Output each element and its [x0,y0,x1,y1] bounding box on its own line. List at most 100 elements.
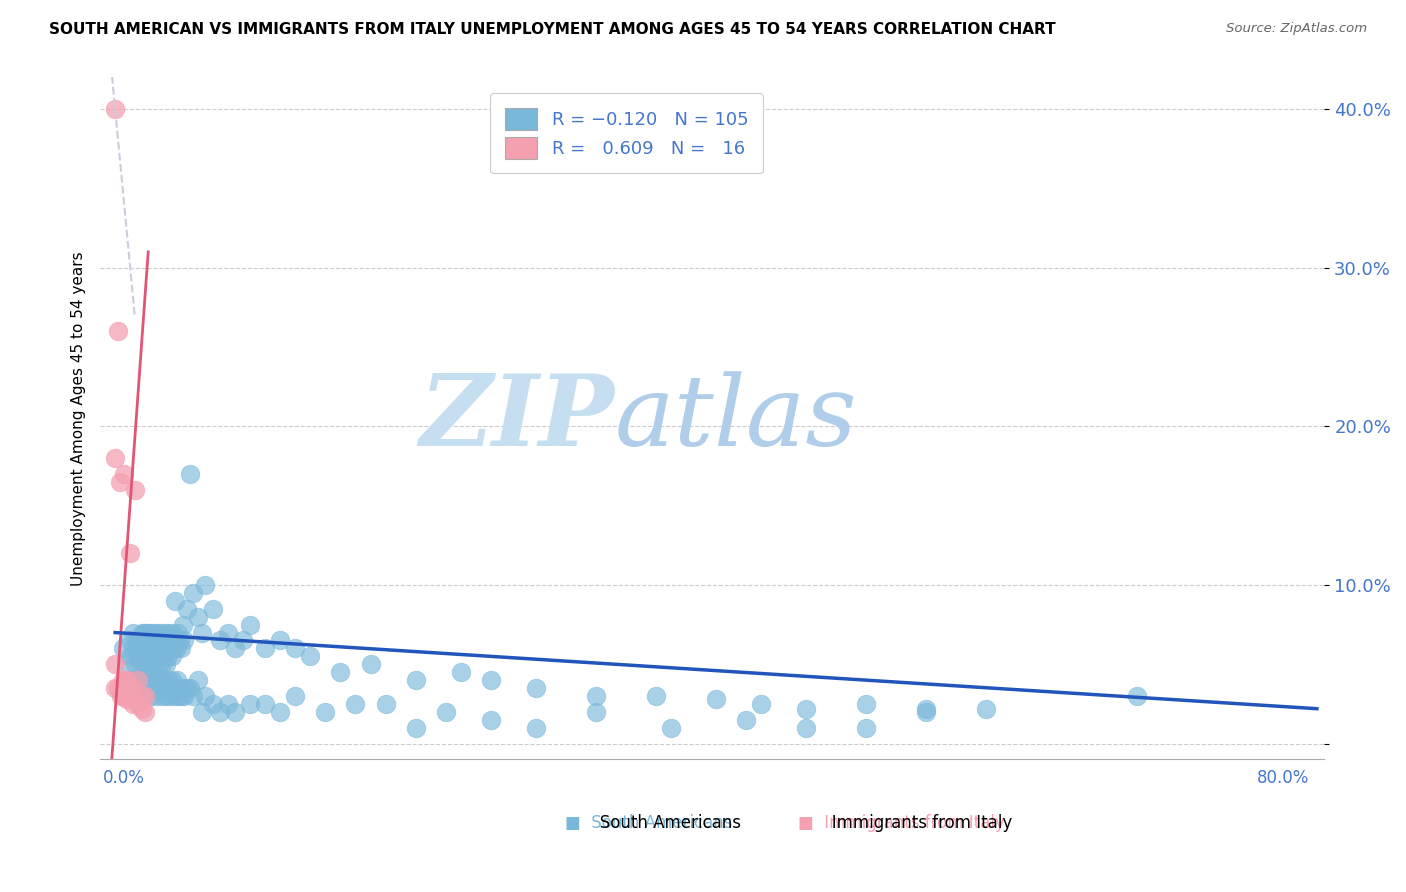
Point [122,625,145,640]
Point [115,673,138,687]
Point [136,673,159,687]
Point [143,641,166,656]
Point [269,633,291,648]
Point [120,649,142,664]
Point [299,649,322,664]
Point [134,673,156,687]
Point [159,681,181,695]
Point [217,697,239,711]
Point [794,702,817,716]
Text: SOUTH AMERICAN VS IMMIGRANTS FROM ITALY UNEMPLOYMENT AMONG AGES 45 TO 54 YEARS C: SOUTH AMERICAN VS IMMIGRANTS FROM ITALY … [49,22,1056,37]
Point [149,649,172,664]
Point [239,697,262,711]
Point [524,721,547,735]
Point [145,689,167,703]
Point [136,657,159,672]
Point [167,689,190,703]
Point [107,681,129,695]
Point [132,625,155,640]
Point [107,324,129,338]
Point [156,649,179,664]
Point [360,657,382,672]
Point [172,681,194,695]
Point [135,649,157,664]
Text: atlas: atlas [614,371,858,467]
Point [179,467,201,481]
Point [142,681,165,695]
Point [915,705,938,719]
Point [141,633,163,648]
Point [132,641,155,656]
Point [134,649,156,664]
Point [156,625,179,640]
Point [181,586,204,600]
Point [434,705,457,719]
Point [120,689,142,703]
Point [155,689,177,703]
Point [131,649,153,664]
Text: 0.0%: 0.0% [103,769,145,787]
Point [585,689,607,703]
Point [153,681,176,695]
Point [794,721,817,735]
Point [104,681,127,695]
Point [166,641,188,656]
Point [170,689,193,703]
Point [187,673,209,687]
Point [135,633,157,648]
Point [131,625,153,640]
Point [450,665,472,680]
Point [149,641,172,656]
Point [284,641,307,656]
Point [160,649,183,664]
Point [187,609,209,624]
Point [173,633,195,648]
Point [479,713,502,727]
Point [145,649,167,664]
Point [115,673,138,687]
Point [104,451,127,466]
Point [314,705,336,719]
Point [131,689,153,703]
Point [138,625,160,640]
Point [329,665,352,680]
Point [176,601,198,615]
Point [150,633,173,648]
Point [239,617,262,632]
Point [645,689,668,703]
Point [169,633,191,648]
Point [111,673,134,687]
Point [194,689,217,703]
Point [163,641,186,656]
Point [149,625,172,640]
Point [159,633,181,648]
Point [191,705,214,719]
Point [201,697,224,711]
Point [138,641,160,656]
Point [112,689,135,703]
Point [146,673,169,687]
Point [127,681,149,695]
Point [125,673,148,687]
Point [143,657,166,672]
Point [125,633,148,648]
Point [104,657,127,672]
Point [115,692,138,706]
Point [141,673,163,687]
Text: ZIP: ZIP [419,370,614,467]
Point [146,625,169,640]
Point [224,705,246,719]
Point [120,633,142,648]
Point [150,689,173,703]
Point [149,673,172,687]
Point [179,681,201,695]
Point [855,721,877,735]
Point [166,673,188,687]
Point [142,625,165,640]
Point [165,681,187,695]
Point [132,681,155,695]
Point [165,594,187,608]
Point [134,641,156,656]
Point [138,649,160,664]
Point [254,697,277,711]
